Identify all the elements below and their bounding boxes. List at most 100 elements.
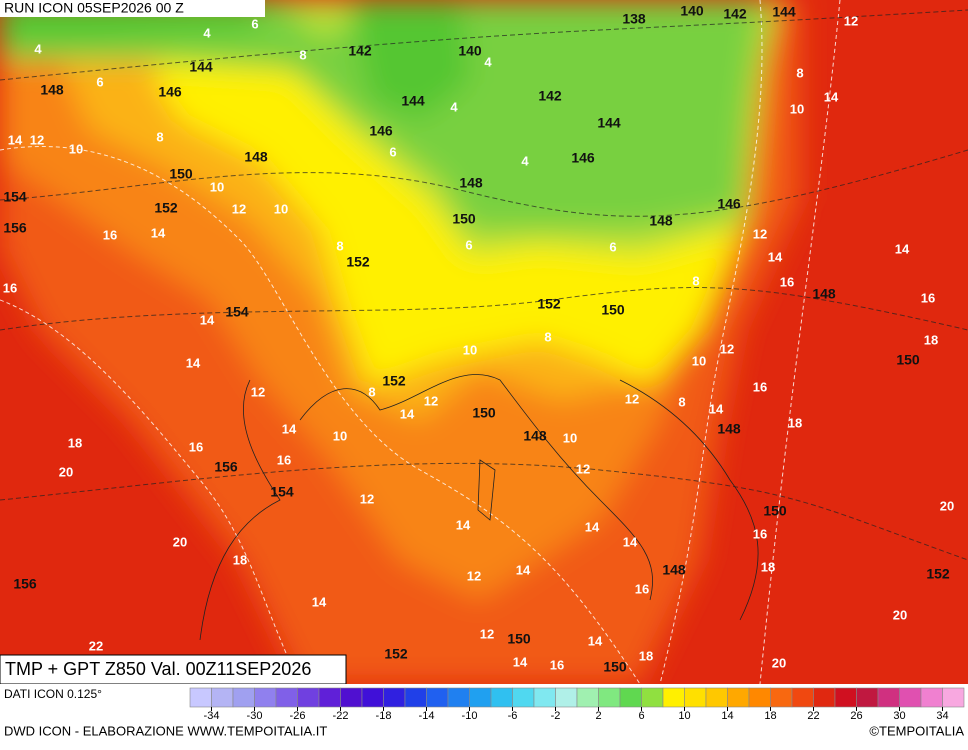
- geopotential-label: 150: [452, 211, 476, 227]
- isohypses: [0, 9, 968, 561]
- temperature-label: 10: [210, 179, 224, 194]
- colorbar-tick-label: 18: [764, 710, 776, 722]
- colorbar-swatch: [684, 687, 707, 708]
- temperature-label: 14: [8, 132, 23, 147]
- temperature-label: 10: [69, 141, 83, 156]
- geopotential-label: 156: [214, 459, 238, 475]
- temperature-label: 16: [103, 227, 117, 242]
- geopotential-label: 148: [523, 428, 547, 444]
- geopotential-label: 144: [597, 115, 621, 131]
- temperature-label: 8: [678, 394, 685, 409]
- temperature-label: 10: [274, 201, 288, 216]
- geopotential-label: 146: [369, 123, 393, 139]
- geopotential-label: 150: [763, 503, 787, 519]
- colorbar-swatch: [877, 687, 900, 708]
- geopotential-label: 152: [384, 646, 408, 662]
- temperature-label: 6: [389, 144, 396, 159]
- coastlines: [199, 374, 759, 641]
- temperature-label: 20: [940, 498, 954, 513]
- temperature-label: 12: [753, 226, 767, 241]
- geopotential-label: 152: [346, 254, 370, 270]
- temperature-label: 20: [173, 534, 187, 549]
- colorbar-swatch: [383, 687, 406, 708]
- temperature-label: 12: [30, 132, 44, 147]
- temperature-label: 12: [232, 201, 246, 216]
- geopotential-label: 154: [3, 189, 27, 205]
- run-label: RUN ICON 05SEP2026 00 Z: [4, 0, 184, 16]
- geopotential-label: 156: [3, 220, 27, 236]
- colorbar-swatch: [856, 687, 879, 708]
- colorbar-tick-label: 34: [936, 710, 948, 722]
- temperature-label: 14: [623, 534, 638, 549]
- colorbar-tick-label: -18: [376, 710, 392, 722]
- geopotential-label: 140: [680, 3, 704, 19]
- colorbar-tick-label: -6: [508, 710, 518, 722]
- geopotential-label: 144: [772, 4, 796, 20]
- colorbar-swatch: [211, 687, 234, 708]
- temperature-label: 14: [895, 241, 910, 256]
- geopotential-label: 142: [723, 6, 747, 22]
- temperature-label: 12: [251, 384, 265, 399]
- colorbar-swatch: [662, 687, 685, 708]
- temperature-label: 20: [772, 655, 786, 670]
- temperature-field: [0, 0, 800, 684]
- geopotential-label: 150: [601, 302, 625, 318]
- temperature-label: 14: [768, 249, 783, 264]
- colorbar-tick-label: 14: [721, 710, 733, 722]
- geopotential-label: 156: [13, 576, 37, 592]
- temperature-label: 22: [89, 638, 103, 653]
- temperature-label: 12: [720, 341, 734, 356]
- colorbar-tick-label: 26: [850, 710, 862, 722]
- temperature-label: 14: [312, 594, 327, 609]
- colorbar-swatch: [426, 687, 449, 708]
- geopotential-label: 150: [603, 659, 627, 675]
- temperature-label: 12: [480, 626, 494, 641]
- colorbar-tick-label: -26: [290, 710, 306, 722]
- map-title: TMP + GPT Z850 Val. 00Z11SEP2026: [5, 659, 311, 679]
- temperature-label: 14: [516, 562, 531, 577]
- temperature-label: 10: [463, 342, 477, 357]
- temperature-label: 4: [484, 54, 492, 69]
- temperature-label: 18: [761, 559, 775, 574]
- geopotential-label: 154: [225, 304, 249, 320]
- colorbar-tick-label: 2: [595, 710, 601, 722]
- colorbar-swatch: [727, 687, 750, 708]
- temperature-label: 8: [692, 273, 699, 288]
- geopotential-label: 146: [571, 150, 595, 166]
- temperature-label: 8: [796, 65, 803, 80]
- colorbar-swatch: [232, 687, 255, 708]
- temperature-label: 10: [563, 430, 577, 445]
- temperature-label: 18: [788, 415, 802, 430]
- temperature-label: 14: [709, 401, 724, 416]
- temperature-label: 6: [609, 239, 616, 254]
- colorbar-swatch: [533, 687, 556, 708]
- isotherms: [0, 0, 841, 684]
- colorbar-swatch: [189, 687, 212, 708]
- geopotential-label: 152: [382, 373, 406, 389]
- temperature-label: 18: [639, 648, 653, 663]
- temperature-label: 4: [34, 41, 42, 56]
- geopotential-label: 144: [189, 59, 213, 75]
- geopotential-label: 148: [244, 149, 268, 165]
- geopotential-label: 146: [717, 196, 741, 212]
- temperature-label: 10: [692, 353, 706, 368]
- geopotential-label: 140: [458, 43, 482, 59]
- colorbar-tick-label: -34: [204, 710, 220, 722]
- credit: DWD ICON - ELABORAZIONE WWW.TEMPOITALIA.…: [4, 723, 327, 738]
- temperature-label: 6: [251, 16, 258, 31]
- temperature-label: 8: [544, 329, 551, 344]
- temperature-label: 10: [333, 428, 347, 443]
- geopotential-label: 152: [154, 200, 178, 216]
- temperature-label: 14: [456, 517, 471, 532]
- geopotential-label: 138: [622, 11, 646, 27]
- colorbar-tick-label: -14: [419, 710, 435, 722]
- colorbar-swatch: [834, 687, 857, 708]
- geopotential-label: 148: [649, 213, 673, 229]
- temperature-label: 12: [844, 13, 858, 28]
- colorbar-tick-label: -10: [462, 710, 478, 722]
- colorbar-swatch: [340, 687, 363, 708]
- temperature-label: 6: [465, 237, 472, 252]
- colorbar-swatch: [275, 687, 298, 708]
- colorbar-swatch: [899, 687, 922, 708]
- source: DATI ICON 0.125°: [4, 687, 102, 701]
